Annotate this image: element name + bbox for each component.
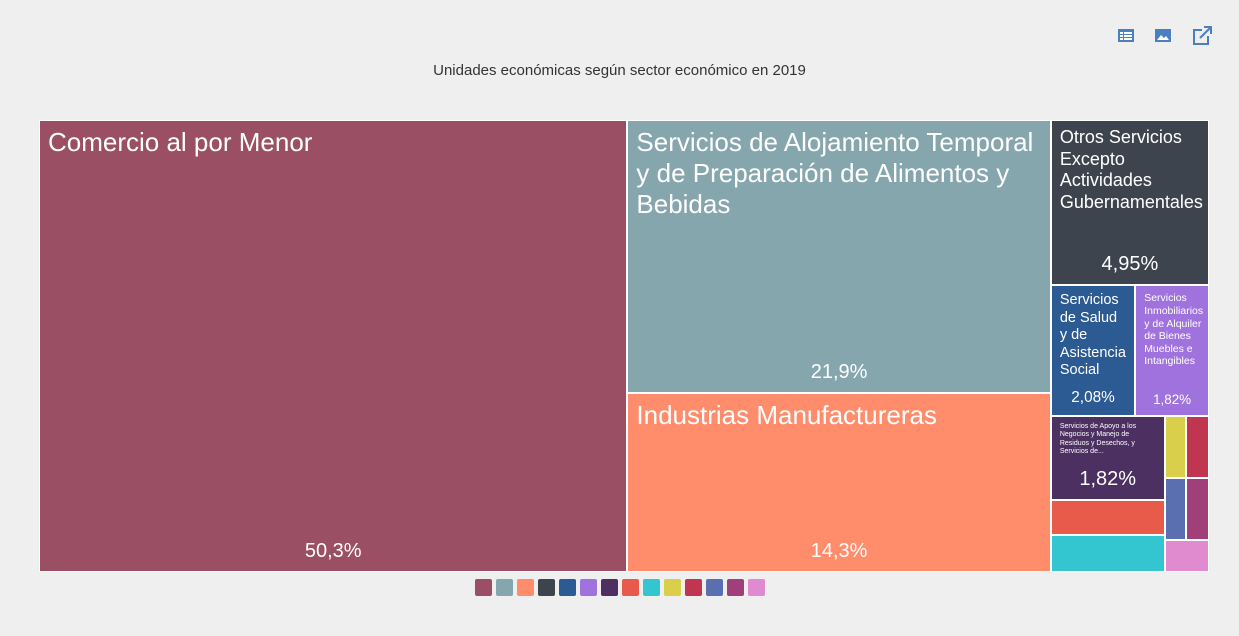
treemap-cell[interactable]: 4,95% Otros Servicios Excepto Actividades… [1050,120,1209,286]
legend-icon[interactable] [600,579,618,596]
legend-icon[interactable] [579,579,597,596]
cell-label: Servicios Inmobiliarios y de Alquiler de… [1144,292,1204,368]
cell-label: Industrias Manufactureras [636,400,937,431]
legend-icon[interactable] [516,579,534,596]
legend-icon[interactable] [537,579,555,596]
treemap-cell[interactable]: 14,3% Industrias Manufactureras [627,393,1051,572]
treemap-cell[interactable] [1164,539,1209,572]
legend-icon[interactable] [684,579,702,596]
toolbar [1118,26,1212,45]
treemap-cell[interactable] [1050,535,1165,572]
treemap: 50,3% Comercio al por Menor 21,9% Servicios… [39,120,1209,572]
treemap-cell[interactable]: 1,82% Servicios de Apoyo a los Negocios y… [1050,415,1165,501]
value-label: 50,3% [304,540,362,562]
cell-label: Servicios de Apoyo a los Negocios y Mane… [1059,422,1137,456]
legend-icon[interactable] [747,579,765,596]
open-button[interactable] [1193,26,1212,45]
treemap-cell[interactable]: 50,3% Comercio al por Menor [39,120,628,572]
legend-icon[interactable] [495,579,513,596]
legend-icon[interactable] [474,579,492,596]
legend-icon[interactable] [705,579,723,596]
cell-label: Otros Servicios Excepto Actividades Gube… [1059,127,1203,212]
image-button[interactable] [1155,29,1171,42]
legend-icon[interactable] [621,579,639,596]
value-label: 1,82% [1153,391,1192,407]
treemap-cell[interactable]: 2,08% Servicios de Salud y de Asistencia … [1050,285,1136,416]
treemap-cell[interactable] [1185,477,1209,540]
chart-title: Unidades económicas según sector económi… [433,62,806,79]
treemap-cell[interactable] [1164,415,1186,478]
value-label: 21,9% [810,361,868,384]
value-label: 14,3% [810,539,868,562]
legend-icon[interactable] [663,579,681,596]
value-label: 1,82% [1079,468,1137,491]
table-button[interactable] [1118,29,1134,42]
treemap-cell[interactable]: 21,9% Servicios de Alojamiento Temporal y… [627,120,1051,394]
legend-icon[interactable] [726,579,744,596]
treemap-cell[interactable]: 1,82% Servicios Inmobiliarios y de Alquil… [1135,285,1209,416]
legend-icon[interactable] [558,579,576,596]
value-label: 4,95% [1101,253,1159,276]
treemap-cell[interactable] [1164,477,1186,540]
treemap-cell[interactable] [1185,415,1209,478]
legend-icon[interactable] [642,579,660,596]
cell-label: Servicios de Salud y de Asistencia Socia… [1059,292,1126,379]
legend [0,579,1239,596]
value-label: 2,08% [1071,388,1115,406]
cell-label: Servicios de Alojamiento Temporal y de P… [636,127,1034,220]
treemap-cell[interactable] [1050,500,1165,536]
cell-label: Comercio al por Menor [48,127,313,157]
